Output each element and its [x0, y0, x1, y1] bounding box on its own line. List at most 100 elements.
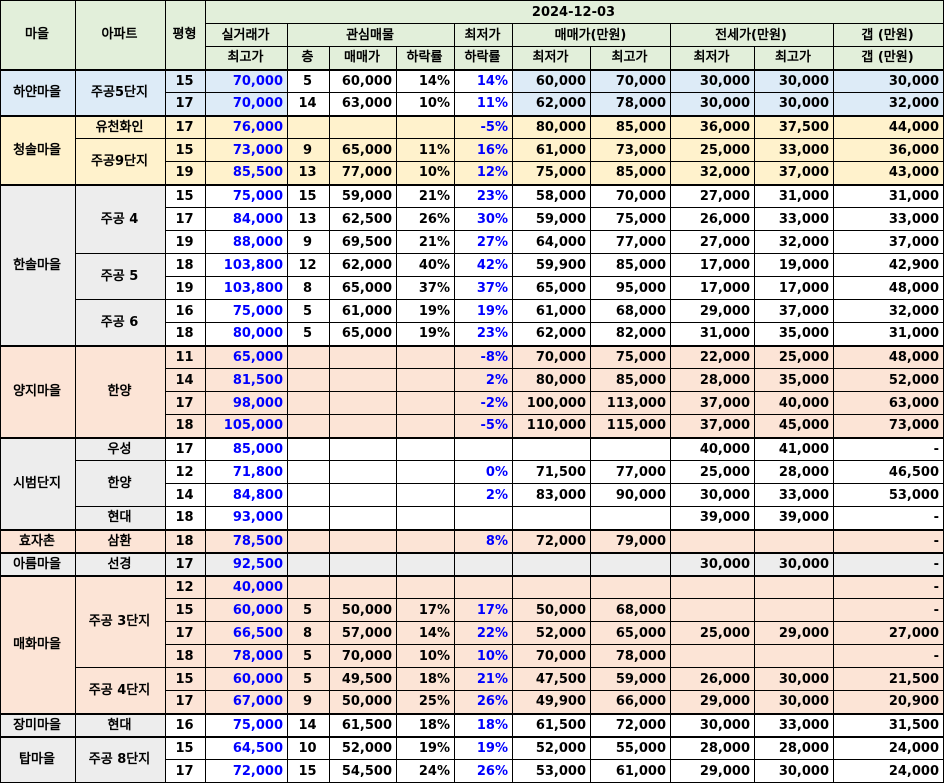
- gap-cell[interactable]: -: [833, 598, 944, 622]
- drop-rate-cell[interactable]: 26%: [396, 207, 455, 231]
- apartment-cell[interactable]: 우성: [75, 436, 166, 461]
- sale-low-cell[interactable]: 71,500: [512, 460, 591, 484]
- jeonse-high-cell[interactable]: 45,000: [754, 414, 834, 438]
- drop-rate-cell[interactable]: 24%: [396, 759, 455, 783]
- gap-cell[interactable]: 48,000: [833, 276, 944, 300]
- jeonse-low-cell[interactable]: 36,000: [670, 114, 755, 139]
- jeonse-low-cell[interactable]: 29,000: [670, 690, 755, 714]
- lowest-drop-cell[interactable]: -5%: [454, 114, 513, 139]
- village-cell[interactable]: 장미마을: [0, 712, 76, 737]
- jeonse-high-cell[interactable]: 33,000: [754, 207, 834, 231]
- floor-cell[interactable]: 9: [287, 230, 330, 254]
- pyeong-cell[interactable]: 19: [165, 276, 206, 300]
- pyeong-cell[interactable]: 15: [165, 183, 206, 208]
- floor-cell[interactable]: [287, 506, 330, 530]
- gap-cell[interactable]: 37,000: [833, 230, 944, 254]
- drop-rate-cell[interactable]: 11%: [396, 138, 455, 162]
- listing-price-cell[interactable]: 50,000: [329, 690, 397, 714]
- sale-low-cell[interactable]: 64,000: [512, 230, 591, 254]
- sale-low-cell[interactable]: 52,000: [512, 621, 591, 645]
- col-header-max[interactable]: 최고가: [205, 46, 288, 70]
- sale-low-cell[interactable]: 62,000: [512, 322, 591, 346]
- max-price-cell[interactable]: 78,500: [205, 528, 288, 553]
- col-header-sale-high[interactable]: 최고가: [590, 46, 671, 70]
- jeonse-high-cell[interactable]: 30,000: [754, 92, 834, 116]
- jeonse-high-cell[interactable]: [754, 528, 834, 553]
- col-header-maemae[interactable]: 매매가(만원): [512, 23, 671, 47]
- sale-high-cell[interactable]: [590, 436, 671, 461]
- max-price-cell[interactable]: 103,800: [205, 276, 288, 300]
- sale-high-cell[interactable]: [590, 551, 671, 576]
- sale-low-cell[interactable]: 59,000: [512, 207, 591, 231]
- floor-cell[interactable]: [287, 528, 330, 553]
- lowest-drop-cell[interactable]: -5%: [454, 414, 513, 438]
- jeonse-high-cell[interactable]: 17,000: [754, 276, 834, 300]
- gap-cell[interactable]: -: [833, 644, 944, 668]
- drop-rate-cell[interactable]: [396, 551, 455, 576]
- floor-cell[interactable]: [287, 368, 330, 392]
- floor-cell[interactable]: [287, 574, 330, 599]
- sale-low-cell[interactable]: 75,000: [512, 161, 591, 185]
- lowest-drop-cell[interactable]: 26%: [454, 759, 513, 783]
- max-price-cell[interactable]: 71,800: [205, 460, 288, 484]
- listing-price-cell[interactable]: 60,000: [329, 68, 397, 93]
- listing-price-cell[interactable]: [329, 574, 397, 599]
- lowest-drop-cell[interactable]: 27%: [454, 230, 513, 254]
- drop-rate-cell[interactable]: [396, 368, 455, 392]
- pyeong-cell[interactable]: 17: [165, 436, 206, 461]
- jeonse-low-cell[interactable]: 27,000: [670, 183, 755, 208]
- jeonse-low-cell[interactable]: 37,000: [670, 414, 755, 438]
- sale-high-cell[interactable]: 72,000: [590, 712, 671, 737]
- floor-cell[interactable]: [287, 483, 330, 507]
- jeonse-low-cell[interactable]: 29,000: [670, 299, 755, 323]
- pyeong-cell[interactable]: 17: [165, 207, 206, 231]
- col-header-drop-rate[interactable]: 하락률: [396, 46, 455, 70]
- drop-rate-cell[interactable]: [396, 528, 455, 553]
- floor-cell[interactable]: 9: [287, 138, 330, 162]
- jeonse-low-cell[interactable]: 28,000: [670, 368, 755, 392]
- sale-low-cell[interactable]: 52,000: [512, 735, 591, 760]
- col-header-apartment[interactable]: 아파트: [75, 0, 166, 70]
- sale-low-cell[interactable]: 110,000: [512, 414, 591, 438]
- gap-cell[interactable]: -: [833, 436, 944, 461]
- max-price-cell[interactable]: 105,000: [205, 414, 288, 438]
- listing-price-cell[interactable]: 65,000: [329, 322, 397, 346]
- sale-low-cell[interactable]: 61,500: [512, 712, 591, 737]
- gap-cell[interactable]: 20,900: [833, 690, 944, 714]
- drop-rate-cell[interactable]: 25%: [396, 690, 455, 714]
- pyeong-cell[interactable]: 18: [165, 644, 206, 668]
- apartment-cell[interactable]: 삼환: [75, 528, 166, 553]
- jeonse-low-cell[interactable]: 32,000: [670, 161, 755, 185]
- floor-cell[interactable]: 5: [287, 322, 330, 346]
- gap-cell[interactable]: 43,000: [833, 161, 944, 185]
- pyeong-cell[interactable]: 11: [165, 344, 206, 369]
- sale-high-cell[interactable]: 79,000: [590, 528, 671, 553]
- lowest-drop-cell[interactable]: 19%: [454, 735, 513, 760]
- listing-price-cell[interactable]: [329, 551, 397, 576]
- sale-low-cell[interactable]: 50,000: [512, 598, 591, 622]
- pyeong-cell[interactable]: 15: [165, 735, 206, 760]
- drop-rate-cell[interactable]: 14%: [396, 68, 455, 93]
- jeonse-high-cell[interactable]: 30,000: [754, 759, 834, 783]
- sale-low-cell[interactable]: 70,000: [512, 644, 591, 668]
- listing-price-cell[interactable]: 52,000: [329, 735, 397, 760]
- pyeong-cell[interactable]: 17: [165, 621, 206, 645]
- max-price-cell[interactable]: 88,000: [205, 230, 288, 254]
- pyeong-cell[interactable]: 18: [165, 253, 206, 277]
- drop-rate-cell[interactable]: [396, 391, 455, 415]
- pyeong-cell[interactable]: 12: [165, 574, 206, 599]
- jeonse-low-cell[interactable]: 39,000: [670, 506, 755, 530]
- gap-cell[interactable]: 30,000: [833, 68, 944, 93]
- listing-price-cell[interactable]: [329, 368, 397, 392]
- village-cell[interactable]: 청솔마을: [0, 114, 76, 185]
- max-price-cell[interactable]: 76,000: [205, 114, 288, 139]
- lowest-drop-cell[interactable]: 16%: [454, 138, 513, 162]
- gap-cell[interactable]: -: [833, 551, 944, 576]
- jeonse-high-cell[interactable]: 35,000: [754, 322, 834, 346]
- sale-high-cell[interactable]: 115,000: [590, 414, 671, 438]
- drop-rate-cell[interactable]: [396, 574, 455, 599]
- sale-low-cell[interactable]: [512, 574, 591, 599]
- lowest-drop-cell[interactable]: [454, 506, 513, 530]
- lowest-drop-cell[interactable]: [454, 574, 513, 599]
- apartment-cell[interactable]: 주공9단지: [75, 138, 166, 185]
